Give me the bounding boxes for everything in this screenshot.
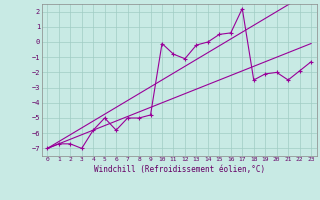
X-axis label: Windchill (Refroidissement éolien,°C): Windchill (Refroidissement éolien,°C) xyxy=(94,165,265,174)
